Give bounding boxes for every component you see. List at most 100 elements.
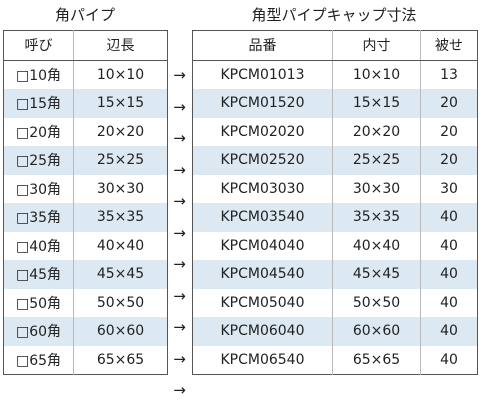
cell-side-length: 20×20 [73,117,168,146]
cell-side-length: 50×50 [73,288,168,317]
table-row: □65角 65×65 [3,345,168,375]
cell-inner-size: 60×60 [332,317,421,346]
header-part-number: 品番 [192,30,333,61]
cell-side-length: 25×25 [73,146,168,175]
cell-inner-size: 20×20 [332,117,421,146]
table-row: □45角 45×45 [3,260,168,289]
table-row: □15角 15×15 [3,89,168,118]
cell-side-length: 30×30 [73,174,168,203]
cell-cover-depth: 40 [420,345,478,375]
cell-part-number: KPCM05040 [192,288,333,317]
cell-cover-depth: 40 [420,203,478,232]
arrow-column: → → → → → → → → → → → [167,60,192,407]
table-row: □50角 50×50 [3,288,168,317]
table-row: KPCM04040 40×40 40 [192,231,478,260]
cell-cover-depth: 13 [420,60,478,89]
arrow-right-icon: → [173,381,186,399]
cell-part-number: KPCM01520 [192,89,333,118]
cell-side-length: 35×35 [73,203,168,232]
header-row: 品番 内寸 被せ [192,30,478,61]
arrow-right-icon: → [173,223,186,242]
table-row: □25角 25×25 [3,146,168,175]
cell-cover-depth: 30 [420,174,478,203]
cell-side-length: 60×60 [73,317,168,346]
cell-cover-depth: 40 [420,231,478,260]
cell-inner-size: 10×10 [332,60,421,89]
table-row: □35角 35×35 [3,203,168,232]
cell-inner-size: 30×30 [332,174,421,203]
table-row: □30角 30×30 [3,174,168,203]
right-table-title: 角型パイプキャップ寸法 [251,6,417,24]
arrow-right-icon: → [173,192,186,210]
cell-nominal: □40角 [3,231,74,260]
table-row: KPCM02520 25×25 20 [192,146,478,175]
cell-cover-depth: 40 [420,260,478,289]
arrow-right-icon: → [173,66,186,84]
header-inner-size: 内寸 [332,30,421,61]
header-nominal: 呼び [3,30,74,61]
cell-part-number: KPCM02520 [192,146,333,175]
cell-cover-depth: 20 [420,89,478,118]
arrow-right-icon: → [173,349,186,368]
cell-inner-size: 65×65 [332,345,421,375]
table-row: KPCM06540 65×65 40 [192,345,478,375]
cell-cover-depth: 40 [420,317,478,346]
cell-cover-depth: 20 [420,146,478,175]
table-row: □10角 10×10 [3,60,168,89]
cell-nominal: □15角 [3,89,74,118]
cell-inner-size: 15×15 [332,89,421,118]
arrow-right-icon: → [173,255,186,273]
table-row: KPCM05040 50×50 40 [192,288,478,317]
cell-inner-size: 25×25 [332,146,421,175]
header-side-length: 辺長 [73,30,168,61]
cell-part-number: KPCM06040 [192,317,333,346]
cell-inner-size: 45×45 [332,260,421,289]
cell-side-length: 15×15 [73,89,168,118]
cell-nominal: □25角 [3,146,74,175]
cell-nominal: □20角 [3,117,74,146]
table-row: □60角 60×60 [3,317,168,346]
header-row: 呼び 辺長 [3,30,168,61]
table-row: KPCM02020 20×20 20 [192,117,478,146]
square-pipe-table: 呼び 辺長 □10角 10×10 □15角 15×15 □20角 20×20 □25角 25×… [3,30,168,375]
cell-side-length: 65×65 [73,345,168,375]
cell-part-number: KPCM06540 [192,345,333,375]
cell-side-length: 45×45 [73,260,168,289]
arrow-right-icon: → [173,318,186,336]
arrow-right-icon: → [173,286,186,305]
cell-part-number: KPCM03030 [192,174,333,203]
cell-side-length: 40×40 [73,231,168,260]
table-row: □40角 40×40 [3,231,168,260]
arrow-right-icon: → [173,129,186,147]
cell-inner-size: 50×50 [332,288,421,317]
table-row: KPCM03030 30×30 30 [192,174,478,203]
left-table-title: 角パイプ [54,6,115,24]
cell-inner-size: 40×40 [332,231,421,260]
cell-part-number: KPCM03540 [192,203,333,232]
arrow-right-icon: → [173,97,186,116]
cell-side-length: 10×10 [73,60,168,89]
cell-nominal: □30角 [3,174,74,203]
header-cover-depth: 被せ [420,30,478,61]
arrow-right-icon: → [173,160,186,179]
cell-cover-depth: 20 [420,117,478,146]
table-row: KPCM06040 60×60 40 [192,317,478,346]
cell-nominal: □50角 [3,288,74,317]
cell-cover-depth: 40 [420,288,478,317]
cell-part-number: KPCM02020 [192,117,333,146]
cell-inner-size: 35×35 [332,203,421,232]
table-row: □20角 20×20 [3,117,168,146]
cell-nominal: □45角 [3,260,74,289]
cell-part-number: KPCM04540 [192,260,333,289]
cell-nominal: □60角 [3,317,74,346]
table-row: KPCM01520 15×15 20 [192,89,478,118]
cell-part-number: KPCM01013 [192,60,333,89]
table-row: KPCM01013 10×10 13 [192,60,478,89]
cap-dimension-table: 品番 内寸 被せ KPCM01013 10×10 13 KPCM01520 15×15 2… [192,30,478,375]
table-row: KPCM04540 45×45 40 [192,260,478,289]
cell-nominal: □65角 [3,345,74,375]
cell-part-number: KPCM04040 [192,231,333,260]
table-row: KPCM03540 35×35 40 [192,203,478,232]
cell-nominal: □35角 [3,203,74,232]
cell-nominal: □10角 [3,60,74,89]
